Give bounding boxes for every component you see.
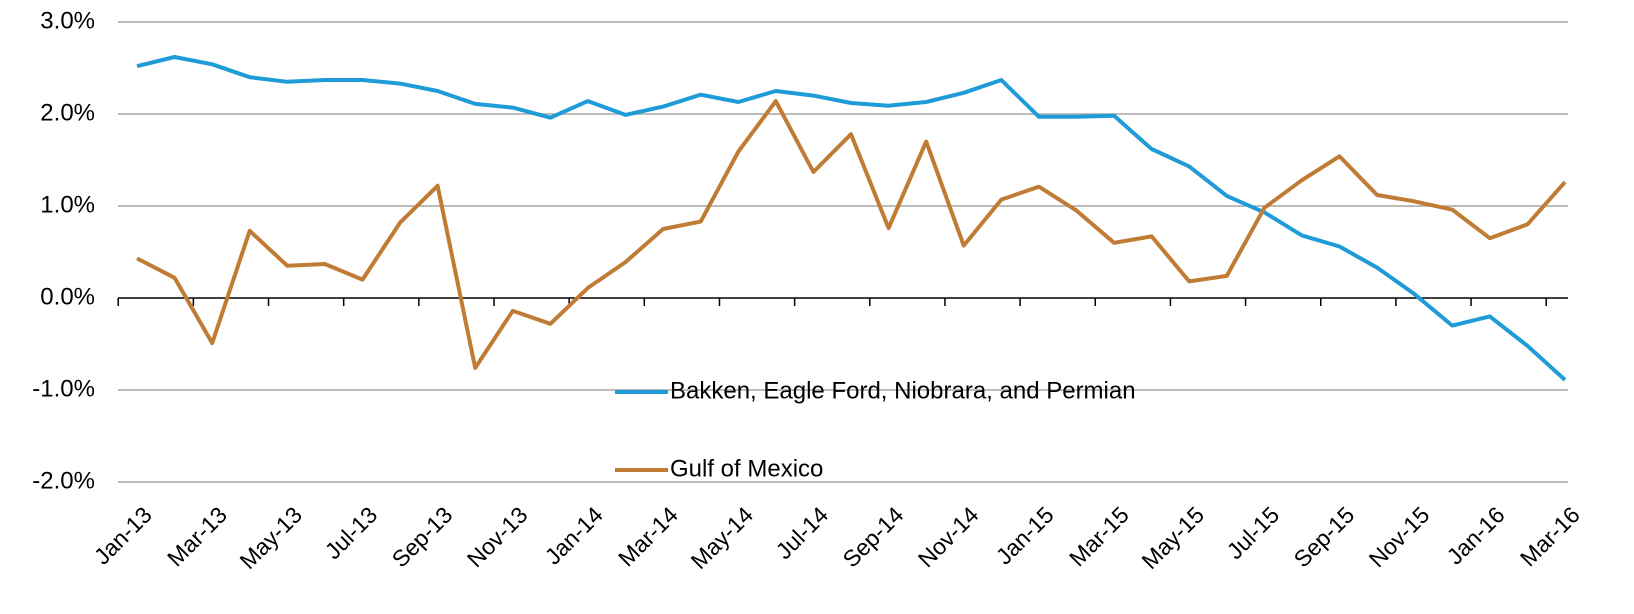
x-tick-label: Sep-14 — [838, 501, 909, 572]
y-tick-label: -1.0% — [32, 375, 95, 402]
x-tick-label: Jan-14 — [540, 501, 608, 569]
x-tick-label: Mar-14 — [613, 501, 683, 571]
legend-label: Gulf of Mexico — [670, 455, 823, 482]
y-tick-label: -2.0% — [32, 467, 95, 494]
x-tick-label: Jan-16 — [1442, 501, 1510, 569]
x-tick-label: Jul-14 — [771, 501, 834, 564]
x-tick-label: Mar-15 — [1064, 501, 1134, 571]
x-tick-label: Nov-13 — [462, 501, 533, 572]
x-tick-label: Nov-14 — [913, 501, 984, 572]
x-tick-label: May-13 — [235, 501, 308, 574]
x-tick-label: Jan-13 — [89, 501, 157, 569]
y-tick-label: 3.0% — [40, 7, 95, 34]
x-tick-label: Sep-13 — [387, 501, 458, 572]
x-tick-label: May-15 — [1136, 501, 1209, 574]
legend-label: Bakken, Eagle Ford, Niobrara, and Permia… — [670, 377, 1136, 404]
x-tick-label: Jul-13 — [320, 501, 383, 564]
x-tick-label: Jan-15 — [991, 501, 1059, 569]
x-tick-label: Jul-15 — [1222, 501, 1285, 564]
y-tick-label: 0.0% — [40, 283, 95, 310]
x-tick-label: Mar-16 — [1515, 501, 1585, 571]
x-tick-label: Nov-15 — [1364, 501, 1435, 572]
x-tick-label: Sep-15 — [1289, 501, 1360, 572]
series-line — [136, 99, 1567, 370]
series-line — [136, 55, 1567, 382]
y-tick-label: 2.0% — [40, 99, 95, 126]
x-tick-label: Mar-13 — [162, 501, 232, 571]
y-tick-label: 1.0% — [40, 191, 95, 218]
x-tick-label: May-14 — [685, 501, 758, 574]
